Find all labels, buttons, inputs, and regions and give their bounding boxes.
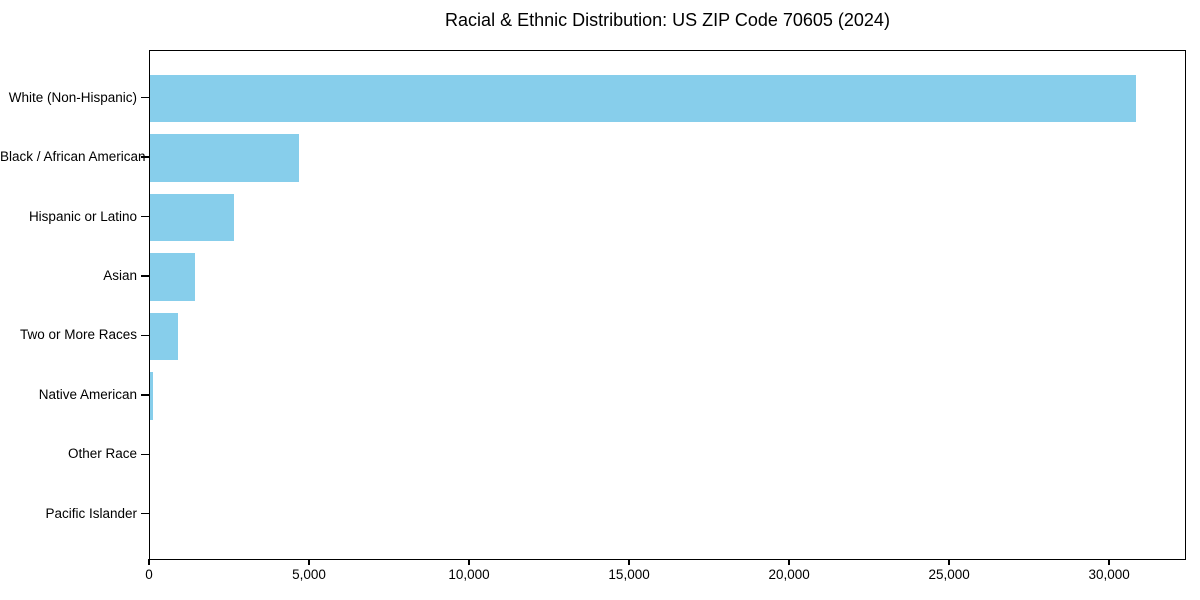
x-tick [1108, 558, 1110, 565]
x-tick-label: 10,000 [448, 567, 490, 582]
x-tick [628, 558, 630, 565]
y-tick [141, 512, 149, 515]
bar [150, 74, 1137, 123]
bar [150, 312, 178, 361]
y-axis-label: Asian [103, 267, 137, 283]
bar [150, 372, 153, 420]
bar [150, 134, 299, 182]
y-tick [141, 453, 149, 456]
y-tick [141, 394, 149, 396]
y-axis-label: Hispanic or Latino [28, 208, 137, 224]
x-tick [948, 558, 950, 565]
x-tick-label: 5,000 [292, 567, 326, 582]
x-tick-label: 30,000 [1088, 567, 1130, 582]
y-tick [141, 156, 149, 158]
y-tick [141, 96, 149, 99]
y-axis-label: Pacific Islander [45, 505, 137, 521]
chart-title: Racial & Ethnic Distribution: US ZIP Cod… [445, 10, 890, 30]
x-tick-label: 20,000 [768, 567, 810, 582]
x-tick-label: 25,000 [928, 567, 970, 582]
plot-area [149, 50, 1186, 560]
y-axis-label: Other Race [67, 446, 137, 462]
x-tick-label: 0 [145, 567, 153, 582]
y-tick [141, 334, 149, 337]
y-axis-label: Black / African American [0, 149, 146, 165]
y-axis-label: White (Non-Hispanic) [8, 89, 137, 105]
x-tick-label: 15,000 [608, 567, 650, 582]
y-tick [141, 215, 149, 218]
x-tick [468, 558, 470, 565]
bar [150, 253, 196, 301]
x-tick [788, 558, 790, 565]
y-tick [141, 275, 149, 277]
x-tick [308, 558, 310, 565]
bar [150, 193, 234, 242]
y-axis-label: Two or More Races [19, 327, 137, 343]
x-tick [148, 558, 150, 565]
y-axis-label: Native American [38, 386, 137, 402]
